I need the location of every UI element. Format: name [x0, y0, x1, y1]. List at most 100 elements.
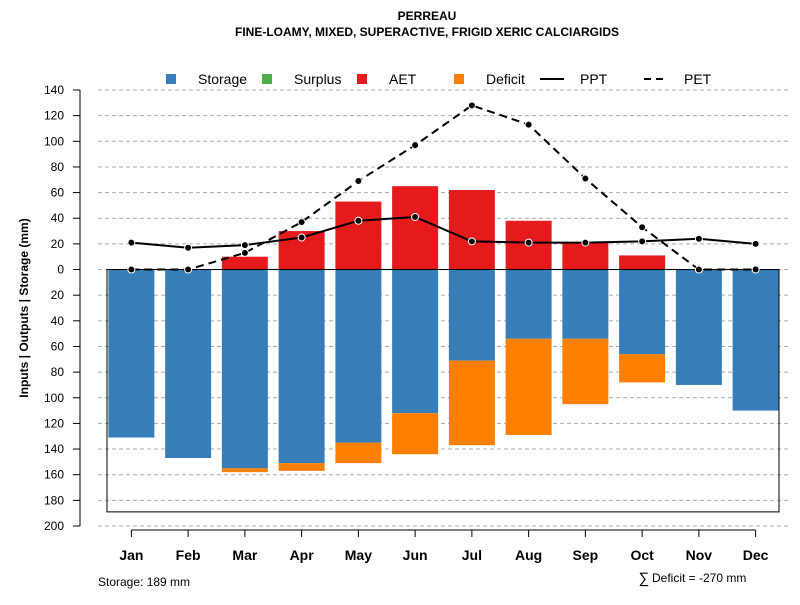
legend-label-pet: PET [684, 71, 712, 87]
y-axis-label: Inputs | Outputs | Storage (mm) [17, 218, 31, 397]
legend-label-surplus: Surplus [294, 71, 341, 87]
y-tick-label-17: 200 [44, 519, 64, 533]
ppt-point-nov [694, 234, 703, 243]
pet-point-oct [638, 223, 647, 232]
aet-bar-jun [392, 186, 439, 270]
points [127, 101, 760, 274]
legend-label-deficit: Deficit [486, 71, 525, 87]
ppt-point-aug [524, 238, 533, 247]
axes: 1401201008060402002040608010012014016018… [44, 83, 769, 563]
y-tick-label-4: 60 [51, 186, 65, 200]
storage-bar-jan [108, 269, 155, 438]
pet-point-jun [411, 141, 420, 150]
pet-point-may [354, 177, 363, 186]
aet-bar-oct [619, 255, 666, 270]
deficit-bar-jun [392, 413, 439, 455]
legend-swatch-deficit [454, 74, 464, 84]
pet-point-feb [184, 265, 193, 274]
chart-subtitle: FINE-LOAMY, MIXED, SUPERACTIVE, FRIGID X… [235, 25, 619, 39]
y-tick-label-9: 40 [51, 314, 65, 328]
y-tick-label-5: 40 [51, 211, 65, 225]
deficit-bar-may [335, 442, 382, 464]
ppt-point-oct [638, 237, 647, 246]
y-tick-label-6: 20 [51, 237, 65, 251]
deficit-bar-mar [221, 468, 268, 473]
ppt-point-sep [581, 238, 590, 247]
x-tick-label-apr: Apr [290, 547, 315, 563]
x-tick-label-oct: Oct [630, 547, 654, 563]
y-tick-label-1: 120 [44, 109, 64, 123]
y-tick-label-3: 80 [51, 160, 65, 174]
y-tick-label-2: 100 [44, 134, 64, 148]
legend-label-storage: Storage [198, 71, 247, 87]
plot-frame [106, 269, 780, 513]
lines [131, 104, 756, 271]
legend-label-ppt: PPT [580, 71, 608, 87]
bars [108, 186, 779, 473]
storage-bar-apr [278, 269, 325, 464]
storage-bar-mar [221, 269, 268, 469]
ppt-point-mar [240, 241, 249, 250]
x-tick-label-jan: Jan [119, 547, 143, 563]
ppt-point-may [354, 216, 363, 225]
ppt-point-jan [127, 238, 136, 247]
chart-title: PERREAU [398, 9, 457, 23]
storage-bar-sep [562, 269, 609, 339]
y-tick-label-12: 100 [44, 391, 64, 405]
storage-bar-aug [505, 269, 552, 339]
storage-bar-feb [165, 269, 212, 459]
pet-point-jul [467, 101, 476, 110]
deficit-bar-jul [448, 360, 495, 446]
storage-bar-nov [675, 269, 722, 385]
aet-bar-jul [448, 190, 495, 270]
storage-bar-jun [392, 269, 439, 414]
y-tick-label-10: 60 [51, 339, 65, 353]
x-tick-label-jun: Jun [403, 547, 428, 563]
deficit-bar-sep [562, 338, 609, 405]
ppt-point-jul [467, 237, 476, 246]
aet-bar-mar [221, 256, 268, 270]
storage-bar-dec [732, 269, 779, 411]
legend-swatch-storage [166, 74, 176, 84]
y-tick-label-13: 120 [44, 416, 64, 430]
y-tick-label-16: 180 [44, 493, 64, 507]
pet-point-mar [240, 248, 249, 257]
aet-bar-sep [562, 242, 609, 270]
x-tick-label-may: May [345, 547, 372, 563]
storage-bar-may [335, 269, 382, 443]
pet-point-nov [694, 265, 703, 274]
ppt-point-dec [751, 239, 760, 248]
y-tick-label-7: 0 [57, 263, 64, 277]
pet-point-aug [524, 120, 533, 129]
deficit-bar-apr [278, 463, 325, 471]
x-tick-label-jul: Jul [462, 547, 482, 563]
y-tick-label-15: 160 [44, 468, 64, 482]
ppt-point-apr [297, 233, 306, 242]
ppt-point-feb [184, 243, 193, 252]
x-tick-label-mar: Mar [232, 547, 257, 563]
storage-bar-oct [619, 269, 666, 355]
deficit-bar-oct [619, 354, 666, 383]
y-tick-label-11: 80 [51, 365, 65, 379]
storage-bar-jul [448, 269, 495, 361]
pet-point-dec [751, 265, 760, 274]
pet-point-jan [127, 265, 136, 274]
y-tick-label-14: 140 [44, 442, 64, 456]
ppt-point-jun [411, 212, 420, 221]
y-tick-label-0: 140 [44, 83, 64, 97]
footnote-deficit: Deficit = -270 mm [652, 571, 746, 585]
pet-point-apr [297, 218, 306, 227]
x-tick-label-feb: Feb [176, 547, 201, 563]
sigma-symbol: ∑ [639, 570, 650, 587]
x-tick-label-sep: Sep [573, 547, 599, 563]
y-tick-label-8: 20 [51, 288, 65, 302]
pet-point-sep [581, 174, 590, 183]
aet-bar-may [335, 201, 382, 270]
x-tick-label-nov: Nov [686, 547, 713, 563]
deficit-bar-aug [505, 338, 552, 435]
legend: Storage Surplus AET Deficit PPT PET [166, 71, 712, 87]
legend-swatch-surplus [262, 74, 272, 84]
x-tick-label-aug: Aug [515, 547, 542, 563]
